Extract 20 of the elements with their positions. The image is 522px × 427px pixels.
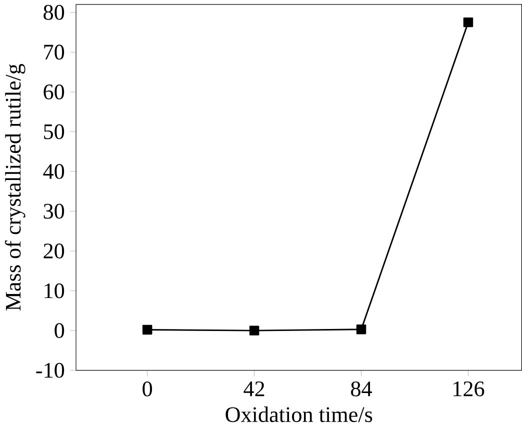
point xyxy=(249,326,260,336)
x-axis-title: Oxidation time/s xyxy=(226,406,372,422)
point xyxy=(142,324,152,335)
point xyxy=(356,324,366,334)
point xyxy=(463,17,474,28)
y-axis-title: Mass of crystallized rutile/g xyxy=(4,64,26,311)
x-tick-label: 126 xyxy=(454,381,484,396)
y-tick-label: 30 xyxy=(44,204,64,219)
y-tick-label: 70 xyxy=(44,44,64,60)
y-tick-label: 60 xyxy=(44,84,64,100)
y-tick-label: -10 xyxy=(36,362,64,378)
x-tick-label: 0 xyxy=(142,381,152,396)
y-tick-label: 20 xyxy=(44,244,64,258)
y-tick-label: 80 xyxy=(44,4,64,20)
y-tick-label: 50 xyxy=(44,124,64,140)
y-tick-label: 40 xyxy=(43,164,64,179)
y-tick-label: 10 xyxy=(44,283,64,298)
x-tick-label: 42 xyxy=(244,381,264,396)
y-tick-label: 0 xyxy=(54,323,64,338)
x-tick-label: 84 xyxy=(351,381,372,396)
